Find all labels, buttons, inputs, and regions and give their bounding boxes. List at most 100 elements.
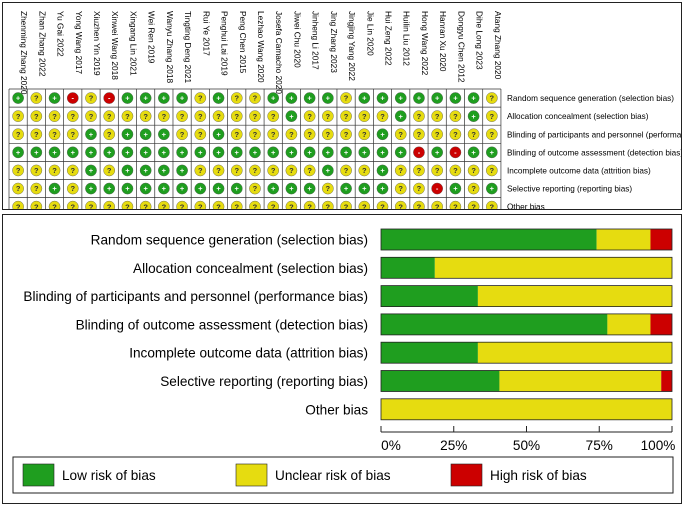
judgement-dot [66,200,79,209]
judgement-symbol: ? [435,112,440,121]
judgement-dot [467,128,480,141]
study-label: Jing Zhang 2023 [329,11,339,73]
judgement-symbol: ? [471,184,476,193]
judgement-dot [249,164,261,177]
judgement-dot [449,164,462,177]
judgement-dot [66,92,79,104]
judgement-symbol: + [180,184,185,193]
judgement-symbol: ? [253,202,258,209]
judgement-dot [139,182,152,195]
judgement-dot [413,146,425,159]
domain-label: Selective reporting (reporting bias) [507,185,632,194]
legend-box [12,456,674,494]
x-tick-label: 75% [586,438,613,453]
judgement-dot [66,128,79,141]
judgement-symbol: ? [16,202,21,209]
domain-label: Other bias [507,203,545,209]
legend-swatch [235,463,268,487]
bar-segment [381,398,672,420]
judgement-dot [85,92,97,104]
bar-segment [661,370,672,392]
judgement-dot [103,146,116,159]
study-label: Zhenming Zhang 2020 [19,11,29,95]
judgement-symbol: ? [344,202,349,209]
judgement-symbol: + [125,184,130,193]
judgement-symbol: + [89,130,94,139]
judgement-symbol: + [52,148,57,157]
study-label: Jie Lin 2020 [365,11,375,56]
judgement-dot [376,182,389,195]
judgement-symbol: ? [125,202,130,209]
judgement-symbol: + [16,94,21,103]
judgement-symbol: ? [344,166,349,175]
judgement-dot [121,92,134,104]
study-label: Xingang Lin 2021 [128,11,138,76]
judgement-dot [376,128,389,141]
bar-segment [381,370,500,392]
judgement-symbol: ? [180,112,185,121]
judgement-dot [194,128,207,141]
judgement-symbol: ? [490,130,495,139]
bar-segment [596,229,651,250]
judgement-symbol: ? [398,184,403,193]
judgement-dot [285,146,298,159]
bar-segment [607,313,651,335]
judgement-dot [121,164,134,177]
judgement-dot [340,128,352,141]
judgement-dot [48,110,61,122]
legend-swatch [22,463,55,487]
judgement-symbol: ? [398,166,403,175]
judgement-dot [12,200,24,209]
judgement-dot [30,200,43,209]
judgement-dot [103,128,116,141]
judgement-dot [230,146,243,159]
judgement-symbol: + [125,130,130,139]
judgement-symbol: + [435,148,440,157]
judgement-dot [85,200,97,209]
judgement-symbol: ? [89,112,94,121]
judgement-symbol: ? [490,202,495,209]
judgement-symbol: ? [490,166,495,175]
judgement-symbol: ? [143,202,148,209]
judgement-dot [322,146,334,159]
judgement-symbol: + [162,130,167,139]
bar-segment [381,313,608,335]
judgement-symbol: ? [471,202,476,209]
judgement-symbol: ? [143,112,148,121]
judgement-dot [176,182,188,195]
judgement-dot [467,110,480,122]
judgement-symbol: ? [34,112,39,121]
judgement-symbol: + [380,166,385,175]
judgement-dot [230,182,243,195]
judgement-symbol: ? [453,130,458,139]
judgement-dot [158,182,170,195]
judgement-symbol: + [307,94,312,103]
study-label: Lezhao Wang 2020 [256,11,266,83]
judgement-dot [322,110,334,122]
judgement-symbol: + [271,94,276,103]
judgement-dot [267,200,279,209]
category-label: Selective reporting (reporting bias) [160,374,368,389]
judgement-symbol: ? [490,112,495,121]
study-label: Huilin Liu 2012 [402,11,412,66]
judgement-symbol: + [216,130,221,139]
judgement-dot [30,92,43,104]
study-label: Hui Zeng 2022 [384,11,394,66]
judgement-dot [413,128,425,141]
judgement-dot [230,128,243,141]
judgement-symbol: + [344,184,349,193]
judgement-dot [212,128,225,141]
judgement-dot [486,182,498,195]
judgement-symbol: ? [16,130,21,139]
judgement-symbol: ? [417,184,422,193]
judgement-dot [212,182,225,195]
judgement-symbol: + [107,184,112,193]
judgement-symbol: ? [234,130,239,139]
judgement-symbol: ? [326,202,331,209]
judgement-symbol: + [380,130,385,139]
judgement-symbol: ? [198,130,203,139]
judgement-symbol: ? [180,130,185,139]
judgement-dot [139,128,152,141]
judgement-symbol: + [326,148,331,157]
category-label: Blinding of outcome assessment (detectio… [76,317,368,332]
